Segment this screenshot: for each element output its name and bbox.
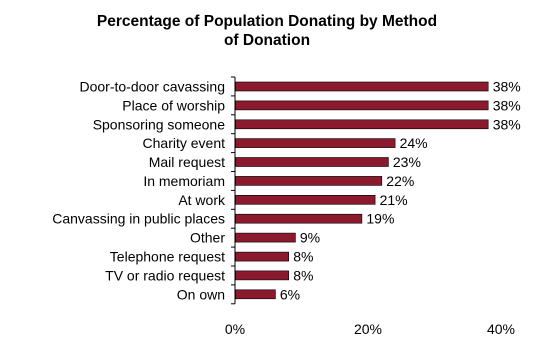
bar-3 bbox=[235, 138, 396, 148]
value-label-9: 8% bbox=[293, 249, 313, 265]
bar-2 bbox=[235, 119, 489, 130]
bar-5 bbox=[235, 176, 383, 186]
bars-group bbox=[231, 76, 489, 305]
category-label-1: Place of worship bbox=[122, 97, 225, 113]
category-label-8: Other bbox=[190, 230, 225, 246]
bar-11 bbox=[235, 289, 276, 300]
bar-10 bbox=[235, 270, 290, 281]
value-label-10: 8% bbox=[293, 267, 313, 283]
category-label-5: In memoriam bbox=[143, 173, 225, 189]
category-label-10: TV or radio request bbox=[105, 267, 225, 283]
value-label-7: 19% bbox=[366, 211, 394, 227]
value-label-11: 6% bbox=[280, 286, 300, 302]
value-label-8: 9% bbox=[300, 230, 320, 246]
x-tick-label-2: 40% bbox=[487, 321, 515, 337]
value-label-0: 38% bbox=[493, 79, 521, 95]
bar-9 bbox=[235, 251, 290, 262]
bar-8 bbox=[235, 232, 296, 243]
bar-6 bbox=[235, 195, 376, 205]
category-label-11: On own bbox=[177, 286, 225, 302]
category-label-4: Mail request bbox=[149, 154, 225, 170]
chart-title-line-2: of Donation bbox=[223, 32, 311, 49]
value-label-6: 21% bbox=[380, 192, 408, 208]
category-label-3: Charity event bbox=[143, 135, 226, 151]
value-label-3: 24% bbox=[400, 135, 428, 151]
category-label-7: Canvassing in public places bbox=[52, 211, 225, 227]
value-label-1: 38% bbox=[493, 97, 521, 113]
bar-4 bbox=[235, 157, 389, 167]
value-labels: 38% 38% 38% 24% 23% 22% 21% 19% 9% 8% 8% 6% bbox=[280, 79, 521, 303]
category-label-9: Telephone request bbox=[110, 249, 225, 265]
category-label-2: Sponsoring someone bbox=[93, 116, 226, 132]
x-tick-label-1: 20% bbox=[354, 321, 382, 337]
bar-1 bbox=[235, 100, 489, 111]
category-label-0: Door-to-door cavassing bbox=[79, 79, 225, 95]
x-axis: 0% 20% 40% bbox=[225, 321, 515, 337]
bar-0 bbox=[235, 81, 489, 92]
category-label-6: At work bbox=[178, 192, 226, 208]
chart-title-line-1: Percentage of Population Donating by Met… bbox=[96, 13, 438, 30]
bar-7 bbox=[235, 213, 363, 224]
category-labels: Door-to-door cavassing Place of worship Sp… bbox=[52, 79, 226, 303]
value-label-5: 22% bbox=[386, 173, 414, 189]
x-tick-label-0: 0% bbox=[225, 321, 245, 337]
value-label-2: 38% bbox=[493, 116, 521, 132]
value-label-4: 23% bbox=[393, 154, 421, 170]
